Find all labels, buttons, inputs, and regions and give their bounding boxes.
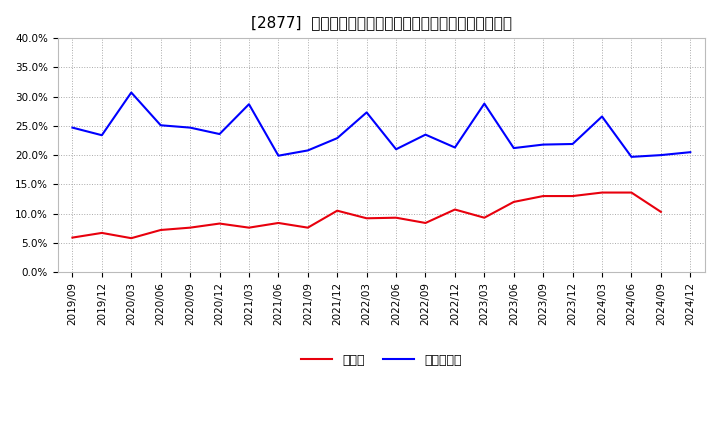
現預金	[568, 194, 577, 199]
現預金	[421, 220, 430, 226]
現預金	[186, 225, 194, 230]
有利子負債	[304, 148, 312, 153]
有利子負債	[686, 150, 695, 155]
有利子負債	[186, 125, 194, 130]
有利子負債	[97, 132, 106, 138]
Line: 有利子負債: 有利子負債	[73, 92, 690, 157]
Legend: 現預金, 有利子負債: 現預金, 有利子負債	[296, 348, 467, 371]
Line: 現預金: 現預金	[73, 193, 661, 238]
現預金	[156, 227, 165, 233]
有利子負債	[451, 145, 459, 150]
現預金	[245, 225, 253, 230]
有利子負債	[156, 123, 165, 128]
Title: [2877]  現預金、有利子負債の総資産に対する比率の推移: [2877] 現預金、有利子負債の総資産に対する比率の推移	[251, 15, 512, 30]
有利子負債	[627, 154, 636, 160]
現預金	[68, 235, 77, 240]
現預金	[451, 207, 459, 212]
現預金	[215, 221, 224, 226]
有利子負債	[362, 110, 371, 115]
有利子負債	[274, 153, 283, 158]
現預金	[657, 209, 665, 214]
現預金	[598, 190, 606, 195]
有利子負債	[245, 102, 253, 107]
有利子負債	[480, 101, 489, 106]
有利子負債	[598, 114, 606, 119]
現預金	[274, 220, 283, 226]
現預金	[97, 230, 106, 235]
有利子負債	[421, 132, 430, 137]
有利子負債	[127, 90, 135, 95]
有利子負債	[333, 136, 341, 141]
有利子負債	[657, 153, 665, 158]
有利子負債	[68, 125, 77, 130]
現預金	[127, 235, 135, 241]
有利子負債	[539, 142, 547, 147]
有利子負債	[510, 146, 518, 151]
現預金	[480, 215, 489, 220]
現預金	[627, 190, 636, 195]
現預金	[510, 199, 518, 205]
現預金	[362, 216, 371, 221]
有利子負債	[392, 147, 400, 152]
有利子負債	[568, 141, 577, 147]
有利子負債	[215, 132, 224, 137]
現預金	[539, 194, 547, 199]
現預金	[392, 215, 400, 220]
現預金	[333, 208, 341, 213]
現預金	[304, 225, 312, 230]
